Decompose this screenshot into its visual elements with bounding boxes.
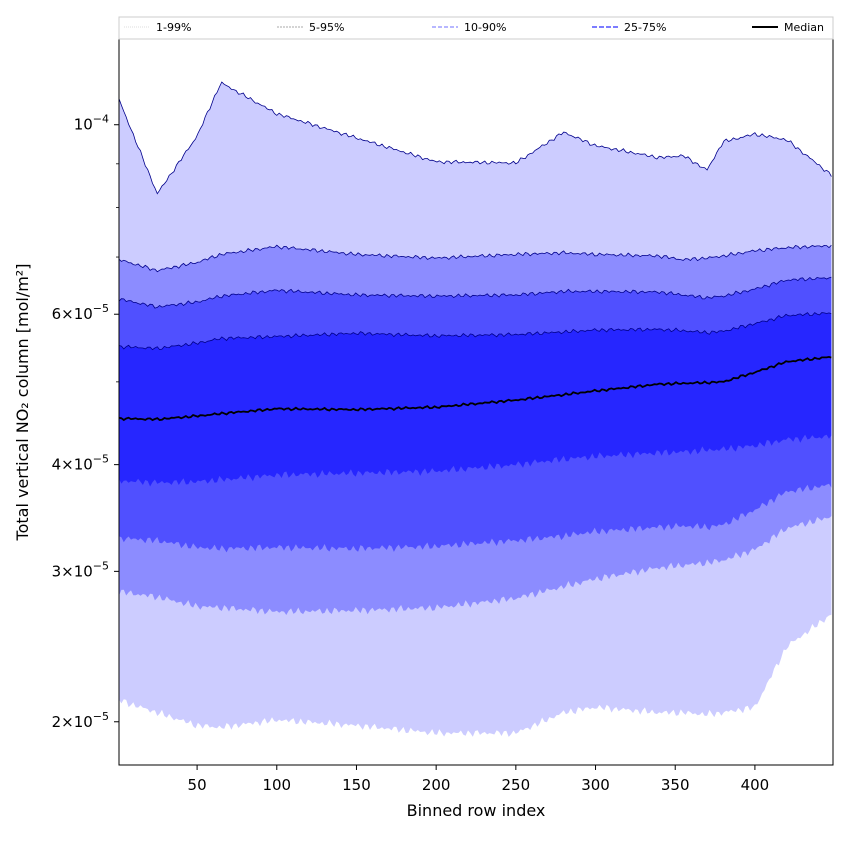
x-tick-label: 50	[188, 776, 207, 794]
upper-line-10-90pct	[118, 276, 832, 309]
upper-line-5-95pct	[118, 244, 832, 273]
y-tick-label: 4×10−5	[52, 453, 109, 474]
upper-line-25-75pct	[118, 312, 832, 351]
legend-label-10-90pct: 10-90%	[464, 21, 506, 34]
x-tick-label: 350	[661, 776, 690, 794]
y-axis: 2×10−5 3×10−5 4×10−5 6×10−5 10−4	[52, 113, 119, 731]
x-tick-label: 100	[262, 776, 291, 794]
legend-label-Median: Median	[784, 21, 824, 34]
legend: 1-99% 5-95% 10-90% 25-75% Median	[118, 16, 834, 40]
legend-label-1-99pct: 1-99%	[156, 21, 191, 34]
x-tick-label: 200	[422, 776, 451, 794]
y-tick-label: 2×10−5	[52, 710, 109, 731]
x-tick-label: 300	[581, 776, 610, 794]
median-line	[118, 355, 832, 422]
legend-label-25-75pct: 25-75%	[624, 21, 666, 34]
x-tick-label: 400	[741, 776, 770, 794]
x-axis-label: Binned row index	[407, 801, 546, 820]
legend-box	[118, 16, 834, 40]
x-axis: 50 100 150 200 250 300 350 400	[188, 765, 770, 794]
legend-label-5-95pct: 5-95%	[309, 21, 344, 34]
percentile-bands	[119, 82, 832, 737]
upper-line-1-99pct	[118, 81, 832, 195]
x-tick-label: 150	[342, 776, 371, 794]
y-tick-label: 6×10−5	[52, 302, 109, 323]
series-lines	[118, 81, 832, 422]
x-tick-label: 250	[502, 776, 531, 794]
y-tick-label: 10−4	[74, 113, 109, 134]
y-axis-label: Total vertical NO₂ column [mol/m²]	[13, 264, 32, 542]
band-25-75pct	[119, 312, 832, 487]
y-tick-label: 3×10−5	[52, 559, 109, 580]
